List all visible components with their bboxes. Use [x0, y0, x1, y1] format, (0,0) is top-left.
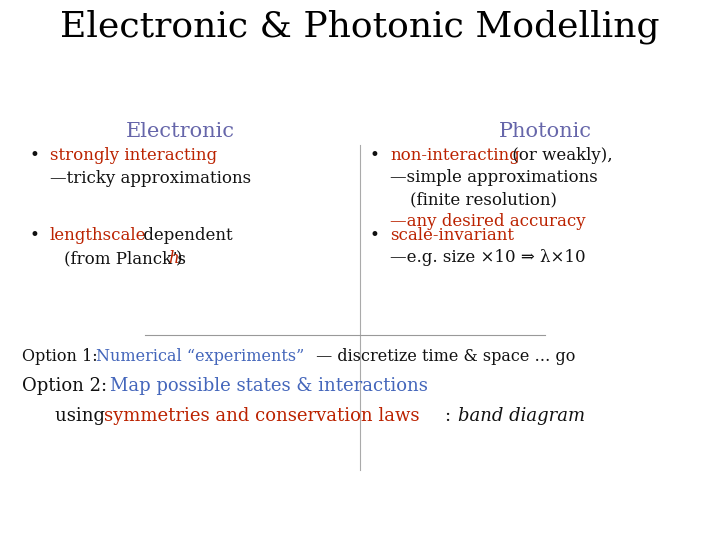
Text: strongly interacting: strongly interacting — [50, 147, 217, 164]
Text: —tricky approximations: —tricky approximations — [50, 170, 251, 187]
Text: Option 1:: Option 1: — [22, 348, 103, 365]
Text: Numerical “experiments”: Numerical “experiments” — [96, 348, 305, 365]
Text: (from Planck’s: (from Planck’s — [64, 250, 192, 267]
Text: Electronic: Electronic — [125, 122, 235, 141]
Text: (or weakly),: (or weakly), — [507, 147, 613, 164]
Text: h: h — [168, 250, 179, 267]
Text: symmetries and conservation laws: symmetries and conservation laws — [104, 407, 420, 425]
Text: •: • — [30, 147, 40, 164]
Text: •: • — [30, 227, 40, 244]
Text: •: • — [370, 227, 380, 244]
Text: non-interacting: non-interacting — [390, 147, 520, 164]
Text: scale-invariant: scale-invariant — [390, 227, 514, 244]
Text: —any desired accuracy: —any desired accuracy — [390, 213, 585, 230]
Text: •: • — [370, 147, 380, 164]
Text: — discretize time & space … go: — discretize time & space … go — [311, 348, 575, 365]
Text: :: : — [445, 407, 457, 425]
Text: Option 2:: Option 2: — [22, 377, 113, 395]
Text: band diagram: band diagram — [458, 407, 585, 425]
Text: Map possible states & interactions: Map possible states & interactions — [110, 377, 428, 395]
Text: —simple approximations: —simple approximations — [390, 169, 598, 186]
Text: using: using — [55, 407, 111, 425]
Text: Photonic: Photonic — [498, 122, 592, 141]
Text: Electronic & Photonic Modelling: Electronic & Photonic Modelling — [60, 10, 660, 44]
Text: ): ) — [176, 250, 182, 267]
Text: dependent: dependent — [138, 227, 233, 244]
Text: —e.g. size ×10 ⇒ λ×10: —e.g. size ×10 ⇒ λ×10 — [390, 249, 585, 266]
Text: lengthscale: lengthscale — [50, 227, 146, 244]
Text: (finite resolution): (finite resolution) — [410, 191, 557, 208]
